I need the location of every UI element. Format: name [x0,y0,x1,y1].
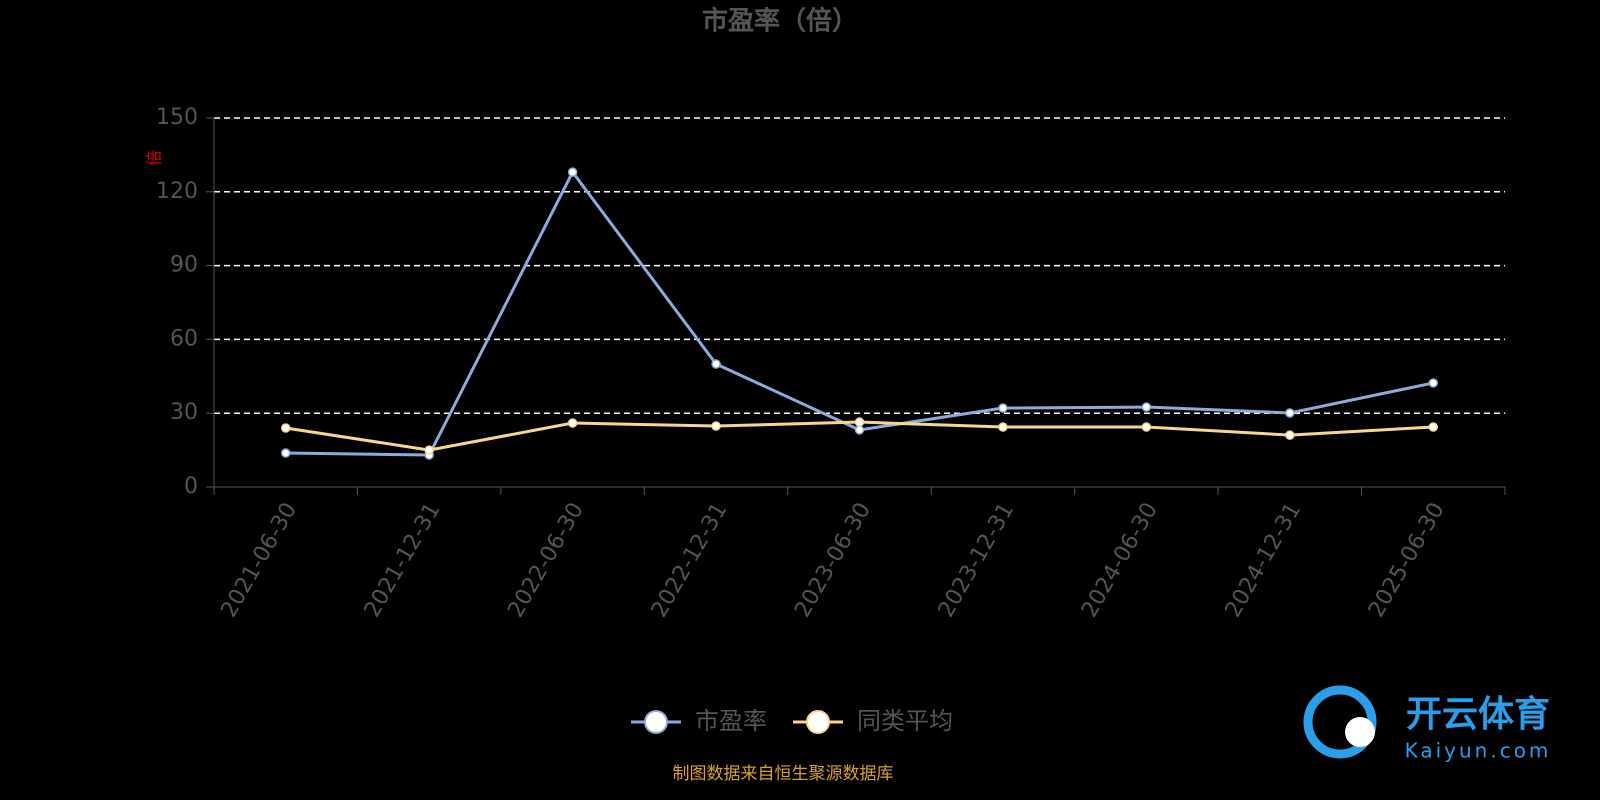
data-point [998,422,1008,432]
x-tick-label: 2022-12-31 [647,499,733,622]
data-point [280,448,291,458]
legend-marker [644,710,668,734]
data-point [998,403,1008,413]
y-tick-label: 0 [184,474,198,499]
chart-title: 市盈率（倍） [702,6,858,37]
data-point [280,423,291,433]
data-point [1428,422,1439,432]
legend-marker [806,710,830,734]
x-tick-label: 2024-12-31 [1221,499,1307,622]
data-point [854,425,865,435]
watermark-ball [1345,717,1375,747]
legend-item[interactable]: 市盈率 [631,707,767,735]
data-point [1428,378,1439,388]
legend-item[interactable]: 同类平均 [793,707,953,735]
data-point [567,167,578,177]
data-point [567,418,578,428]
y-tick-label: 30 [170,400,198,425]
y-axis-label: 倍 [145,150,164,166]
y-tick-label: 150 [156,105,198,130]
data-point [1285,430,1295,440]
data-point [1285,408,1295,418]
data-point [424,445,434,455]
x-tick-label: 2023-06-30 [790,499,876,622]
x-tick-label: 2021-06-30 [217,499,303,622]
y-tick-label: 120 [156,179,198,204]
data-point [711,359,721,369]
x-tick-label: 2021-12-31 [360,498,446,621]
x-tick-label: 2025-06-30 [1364,499,1450,622]
y-tick-label: 60 [170,326,198,351]
data-point [1141,422,1152,432]
watermark-name: 开云体育 [1406,694,1550,735]
data-point [1141,402,1152,412]
watermark-logo [1303,685,1377,759]
source-note: 制图数据来自恒生聚源数据库 [673,764,894,784]
legend-label: 市盈率 [695,707,767,735]
watermark-url: Kaiyun.com [1405,739,1552,763]
data-point [854,417,865,427]
watermark: 开云体育 Kaiyun.com [1303,685,1552,763]
legend-label: 同类平均 [857,707,953,735]
x-tick-label: 2023-12-31 [934,499,1020,622]
x-tick-label: 2022-06-30 [503,499,589,622]
data-point [711,421,721,431]
y-tick-label: 90 [170,253,198,278]
x-tick-label: 2024-06-30 [1077,499,1163,622]
